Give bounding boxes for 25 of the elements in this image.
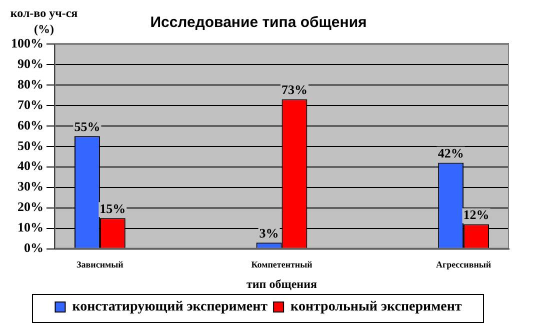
data-label: 12%	[463, 207, 490, 222]
y-tick-label: 100%	[11, 35, 44, 50]
chart-title: Исследование типа общения	[150, 14, 367, 32]
y-tick-label: 30%	[18, 178, 44, 194]
y-tick-label: 10%	[18, 220, 44, 235]
y-tick-label: 70%	[18, 96, 44, 112]
data-label: 42%	[438, 146, 464, 161]
y-axis-title: кол-во уч-ся (%)	[9, 5, 79, 37]
y-tick-label: 80%	[18, 76, 44, 92]
y-tick-label: 90%	[18, 56, 44, 71]
x-axis-title: тип общения	[246, 276, 318, 291]
y-tick-label: 20%	[18, 199, 44, 214]
data-label: 55%	[74, 119, 100, 134]
legend-label: контрольный эксперимент	[290, 300, 462, 315]
x-tick-label: Зависимый	[76, 260, 124, 270]
data-label: 15%	[100, 200, 126, 216]
y-tick-label: 0%	[24, 240, 44, 256]
y-tick-label: 40%	[18, 158, 44, 174]
y-tick-label: 50%	[18, 138, 44, 153]
data-label: 73%	[281, 82, 308, 98]
y-tick-label: 60%	[18, 117, 44, 132]
x-tick-label: Компетентный	[251, 260, 312, 270]
data-label: 3%	[259, 226, 279, 241]
x-tick-label: Агрессивный	[436, 260, 492, 270]
legend-label: констатирующий эксперимент	[72, 300, 268, 315]
